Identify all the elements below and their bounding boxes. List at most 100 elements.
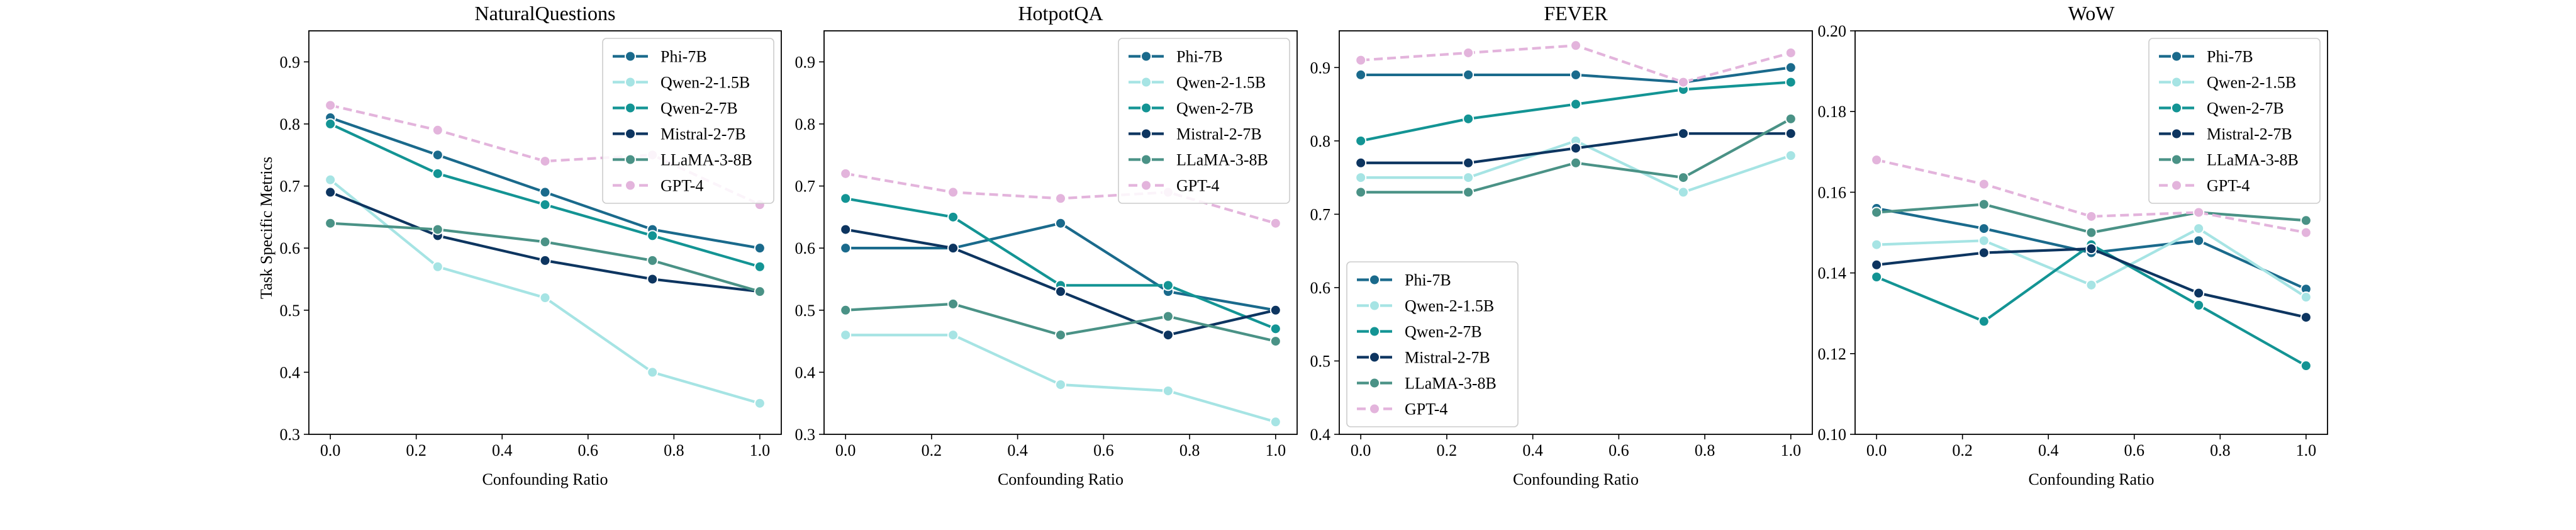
- data-point-LLaMA-3-8B: [1677, 172, 1689, 184]
- chart-title: WoW: [2068, 2, 2116, 25]
- y-tick-label: 0.10: [1818, 426, 1847, 444]
- y-tick-label: 0.8: [795, 115, 816, 133]
- data-point-Qwen-2-1.5B: [1463, 172, 1475, 184]
- data-point-Qwen-2-7B: [947, 211, 959, 223]
- legend-label: Mistral-2-7B: [2207, 125, 2292, 144]
- legend: Phi-7B Qwen-2-1.5B Qwen-2-7B Mistral-2-7B LL…: [1118, 38, 1290, 204]
- data-point-Qwen-2-1.5B: [947, 329, 959, 341]
- data-point-LLaMA-3-8B: [2085, 227, 2097, 239]
- legend-label: Mistral-2-7B: [1176, 125, 1262, 144]
- data-point-Qwen-2-1.5B: [2300, 291, 2312, 303]
- data-point-Qwen-2-7B: [325, 118, 337, 130]
- legend-marker-LLaMA-3-8B: [1369, 377, 1380, 389]
- x-tick-label: 0.2: [922, 441, 942, 460]
- y-tick-label: 0.8: [280, 115, 301, 133]
- data-point-GPT-4: [1269, 217, 1281, 229]
- legend-label: Qwen-2-1.5B: [1405, 297, 1494, 315]
- legend-marker-Phi-7B: [2171, 50, 2182, 62]
- legend-marker-Phi-7B: [1369, 274, 1380, 286]
- data-point-Qwen-2-7B: [2300, 360, 2312, 372]
- legend-marker-GPT-4: [625, 179, 636, 191]
- chart-title: NaturalQuestions: [475, 2, 616, 25]
- data-point-Qwen-2-1.5B: [840, 329, 852, 341]
- legend-label: GPT-4: [1405, 400, 1447, 419]
- data-point-Qwen-2-1.5B: [1871, 239, 1883, 251]
- y-tick-label: 0.18: [1818, 103, 1847, 121]
- data-point-Mistral-2-7B: [325, 186, 337, 198]
- x-tick-label: 0.6: [2124, 441, 2145, 460]
- data-point-Qwen-2-7B: [1162, 279, 1174, 291]
- y-tick-label: 0.7: [1310, 205, 1331, 223]
- legend-marker-Qwen-2-1.5B: [2171, 76, 2182, 88]
- data-point-LLaMA-3-8B: [947, 298, 959, 310]
- legend-label: GPT-4: [1176, 177, 1219, 195]
- data-point-LLaMA-3-8B: [432, 223, 443, 235]
- x-tick-label: 0.6: [1609, 441, 1629, 460]
- data-point-LLaMA-3-8B: [1463, 186, 1475, 198]
- data-point-Qwen-2-1.5B: [432, 261, 443, 273]
- legend: Phi-7B Qwen-2-1.5B Qwen-2-7B Mistral-2-7B LL…: [1346, 261, 1519, 427]
- y-tick-label: 0.6: [280, 239, 301, 257]
- x-tick-label: 0.2: [1437, 441, 1458, 460]
- y-tick-label: 0.3: [280, 426, 301, 444]
- data-point-Mistral-2-7B: [1677, 128, 1689, 140]
- legend: Phi-7B Qwen-2-1.5B Qwen-2-7B Mistral-2-7B LL…: [2148, 38, 2321, 204]
- data-point-Qwen-2-7B: [1785, 76, 1797, 88]
- y-tick-label: 0.9: [280, 53, 301, 71]
- data-point-GPT-4: [1463, 47, 1475, 59]
- data-point-LLaMA-3-8B: [1785, 113, 1797, 125]
- data-point-Mistral-2-7B: [1269, 304, 1281, 316]
- legend-label: LLaMA-3-8B: [1176, 151, 1268, 169]
- data-point-GPT-4: [1677, 76, 1689, 88]
- data-point-Qwen-2-1.5B: [325, 174, 337, 186]
- legend-marker-GPT-4: [1369, 403, 1380, 415]
- data-point-Mistral-2-7B: [1978, 247, 1990, 259]
- legend-label: GPT-4: [2207, 177, 2250, 195]
- data-point-Phi-7B: [754, 242, 766, 254]
- data-point-Phi-7B: [840, 242, 852, 254]
- x-tick-label: 0.2: [406, 441, 427, 460]
- x-tick-label: 0.6: [578, 441, 599, 460]
- y-tick-label: 0.5: [1310, 352, 1331, 370]
- x-axis-label: Confounding Ratio: [1513, 470, 1639, 488]
- x-tick-label: 0.2: [1952, 441, 1973, 460]
- x-tick-label: 0.8: [2210, 441, 2231, 460]
- legend-marker-Qwen-2-1.5B: [625, 76, 636, 88]
- data-point-LLaMA-3-8B: [1978, 198, 1990, 210]
- chart-panel-0: NaturalQuestions 0.0 0.2 0.4 0.6 0.8 1.0 0.3 0.4…: [280, 2, 782, 488]
- y-tick-label: 0.12: [1818, 345, 1847, 363]
- series-line-Qwen-2-1.5B: [329, 179, 761, 405]
- data-point-LLaMA-3-8B: [647, 254, 659, 266]
- data-point-GPT-4: [1570, 40, 1581, 52]
- data-point-GPT-4: [947, 186, 959, 198]
- data-point-LLaMA-3-8B: [1570, 157, 1581, 169]
- data-point-GPT-4: [2300, 227, 2312, 239]
- data-point-Phi-7B: [1463, 69, 1475, 81]
- x-tick-label: 0.4: [2038, 441, 2059, 460]
- x-tick-label: 0.6: [1093, 441, 1114, 460]
- x-tick-label: 0.4: [1522, 441, 1543, 460]
- x-tick-label: 0.8: [1695, 441, 1715, 460]
- legend-label: GPT-4: [661, 177, 703, 195]
- data-point-GPT-4: [2085, 210, 2097, 222]
- data-point-Qwen-2-1.5B: [2085, 279, 2097, 291]
- legend-marker-Mistral-2-7B: [1140, 128, 1152, 140]
- y-tick-label: 0.6: [1310, 279, 1331, 297]
- data-point-Phi-7B: [432, 149, 443, 161]
- data-point-Mistral-2-7B: [1463, 157, 1475, 169]
- legend-box: [602, 38, 774, 204]
- plot-frame: [1339, 30, 1813, 435]
- x-tick-label: 0.0: [320, 441, 341, 460]
- data-point-GPT-4: [325, 99, 337, 111]
- data-point-Qwen-2-1.5B: [1355, 172, 1367, 184]
- data-point-GPT-4: [1871, 154, 1883, 166]
- data-point-GPT-4: [2193, 206, 2205, 218]
- data-point-Qwen-2-1.5B: [539, 292, 551, 304]
- legend-marker-LLaMA-3-8B: [2171, 154, 2182, 166]
- y-tick-label: 0.14: [1818, 264, 1847, 283]
- legend-marker-GPT-4: [2171, 179, 2182, 191]
- series-line-LLaMA-3-8B: [1361, 118, 1792, 194]
- data-point-LLaMA-3-8B: [1269, 335, 1281, 347]
- legend-label: Qwen-2-7B: [1176, 99, 1254, 118]
- data-point-LLaMA-3-8B: [1055, 329, 1066, 341]
